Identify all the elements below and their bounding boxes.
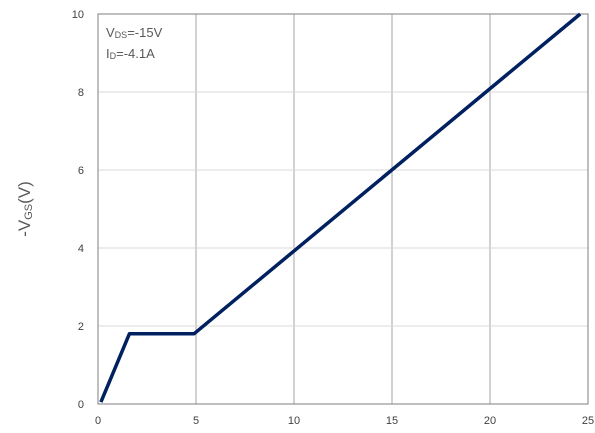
- annotation-vds: VDS=-15V: [106, 25, 163, 40]
- x-tick-label-20: 20: [484, 415, 496, 427]
- y-tick-label-0: 0: [78, 399, 84, 411]
- x-tick-label-10: 10: [288, 415, 300, 427]
- series-line-0: [99, 12, 582, 403]
- plot-frame: [97, 13, 589, 405]
- x-tick-labels: 0 5 10 15 20 25: [95, 415, 594, 427]
- y-tick-labels: 0 2 4 6 8 10: [72, 9, 84, 411]
- y-tick-label-8: 8: [78, 87, 84, 99]
- y-tick-label-10: 10: [72, 9, 84, 21]
- y-axis-title: -VGS(V): [15, 181, 35, 237]
- y-tick-label-4: 4: [78, 243, 84, 255]
- series-layer: [99, 12, 582, 403]
- y-tick-label-6: 6: [78, 165, 84, 177]
- annotation-id: ID=-4.1A: [106, 46, 155, 61]
- x-tick-label-0: 0: [95, 415, 101, 427]
- x-tick-label-15: 15: [386, 415, 398, 427]
- x-tick-label-25: 25: [582, 415, 594, 427]
- y-tick-label-2: 2: [78, 321, 84, 333]
- x-tick-label-5: 5: [193, 415, 199, 427]
- annotation-box: VDS=-15V ID=-4.1A: [106, 25, 163, 61]
